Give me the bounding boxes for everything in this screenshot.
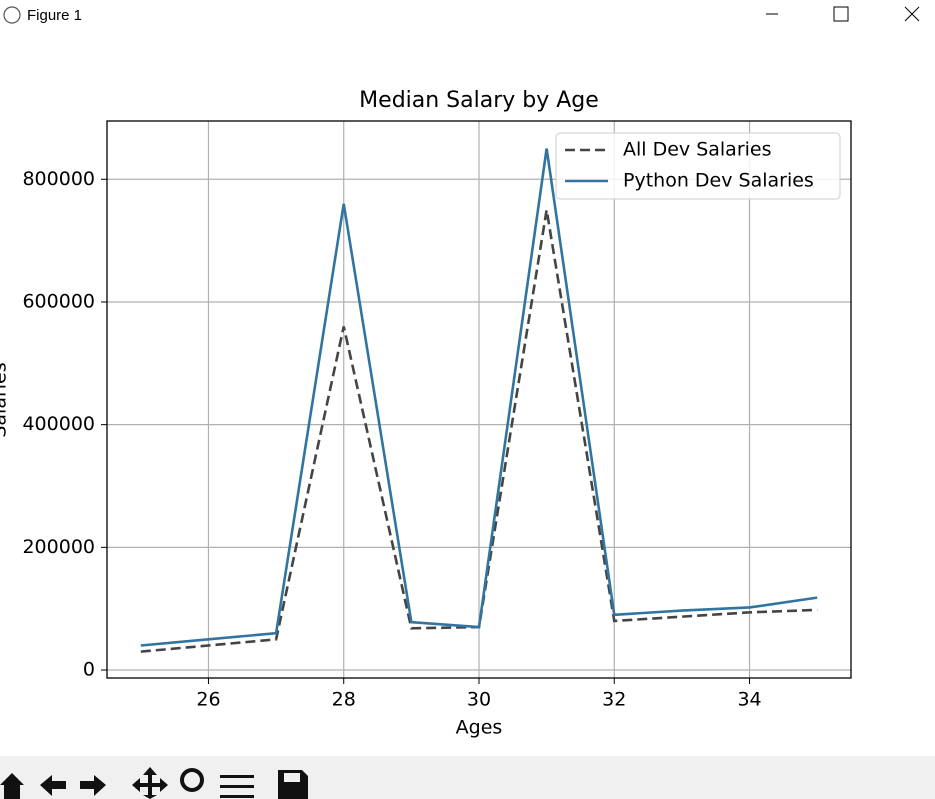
x-tick-label: 32 [602,689,626,711]
chart-title: Median Salary by Age [359,88,599,113]
back-button[interactable] [40,775,66,796]
pan-button[interactable] [132,767,168,799]
toolbar-icons [0,767,308,799]
configure-button[interactable] [220,775,254,778]
home-button[interactable] [0,773,24,799]
app-icon [3,6,21,24]
configure-button-line [220,795,254,798]
close-button[interactable] [904,6,920,22]
window-title: Figure 1 [27,7,82,24]
zoom-button[interactable] [180,768,204,792]
y-tick-label: 400000 [22,413,95,435]
maximize-button[interactable] [833,6,849,22]
legend-label: All Dev Salaries [623,139,772,161]
toolbar [0,756,935,799]
y-tick-label: 200000 [22,536,95,558]
y-axis-label: Salaries [0,362,11,437]
forward-button[interactable] [80,775,106,796]
save-button[interactable] [278,770,308,799]
x-tick-label: 28 [332,689,356,711]
x-axis-label: Ages [456,717,503,739]
y-tick-label: 0 [83,659,95,681]
data-line [140,148,818,647]
y-tick-label: 600000 [22,290,95,312]
y-tick-label: 800000 [22,168,95,190]
configure-button-line [220,785,254,788]
legend-label: Python Dev Salaries [623,170,814,192]
x-tick-label: 26 [196,689,220,711]
x-tick-label: 34 [737,689,761,711]
axes-frame [106,120,852,679]
x-tick-label: 30 [467,689,491,711]
legend-box [555,132,841,200]
